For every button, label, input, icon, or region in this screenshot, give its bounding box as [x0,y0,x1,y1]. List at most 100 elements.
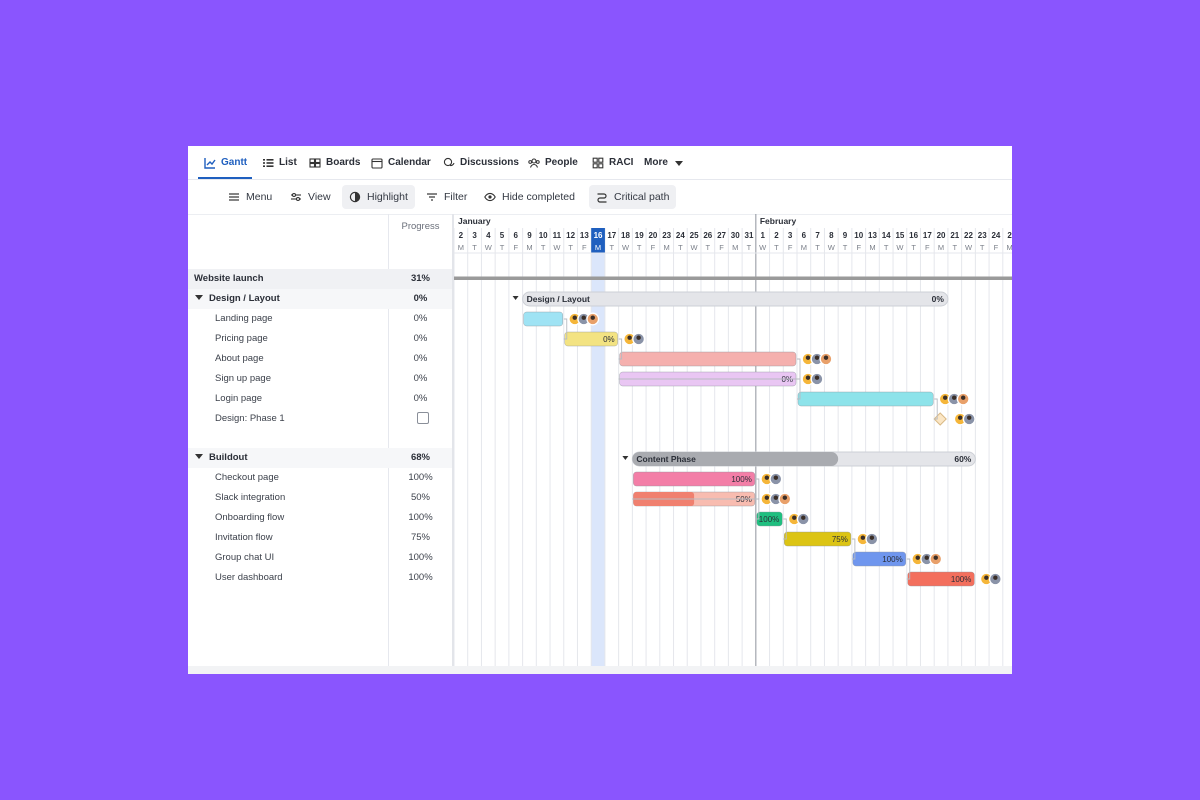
hide-completed-button[interactable]: Hide completed [484,185,575,209]
progress-column [388,214,454,666]
avatar-head [590,315,595,320]
date-tick-label: 3 [472,231,477,240]
critical-path-button[interactable]: Critical path [589,185,677,209]
date-tick-label: 25 [690,231,699,240]
group-summary-bar [522,291,949,307]
tab-list[interactable]: List [262,146,297,179]
group-row[interactable]: Design / Layout 0% [188,289,453,309]
date-tick-label: 8 [829,231,834,240]
date-tick-label: 6 [514,231,519,240]
date-tick-label: 12 [566,231,575,240]
pane-divider[interactable] [452,214,454,666]
tab-gantt[interactable]: Gantt [204,146,247,179]
task-row[interactable]: Sign up page 0% [188,369,453,389]
task-progress: 0% [413,293,428,304]
task-name: Buildout [209,452,248,463]
task-row[interactable]: Login page 0% [188,389,453,409]
date-tick-label: 2 [774,231,779,240]
milestone-checkbox[interactable] [417,412,429,424]
date-tick-label: 9 [527,231,532,240]
weekday-tick-label: M [664,243,670,252]
task-progress: 0% [413,333,428,344]
date-tick-label: 16 [909,231,918,240]
critical-path-label: Critical path [614,191,670,203]
weekday-tick-label: M [938,243,944,252]
weekday-tick-label: T [980,243,985,252]
weekday-tick-label: W [553,243,561,252]
task-row[interactable]: Group chat UI 100% [188,548,453,568]
task-row[interactable]: Landing page 0% [188,309,453,329]
dependency-line [797,378,801,400]
month-label: January [458,216,491,226]
task-list: Website launch 31% Design / Layout 0% La… [188,214,453,666]
calendar-icon [371,157,383,169]
task-name: Login page [215,393,263,404]
weekday-tick-label: T [541,243,546,252]
tab-boards[interactable]: Boards [309,146,360,179]
tab-people[interactable]: People [528,146,578,179]
tab-label: Gantt [221,157,248,168]
eye-icon [484,192,496,202]
project-row[interactable]: Website launch 31% [188,269,453,289]
weekday-tick-label: F [925,243,930,252]
gantt-chart[interactable]: January February2M3T4W5T6F9M10T11W12T13F1… [454,214,1012,666]
task-progress: 50% [410,492,430,503]
filter-button[interactable]: Filter [426,185,467,209]
group-row[interactable]: Buildout 68% [188,448,453,468]
task-row[interactable]: Design: Phase 1 [188,409,453,429]
task-progress: 0% [413,393,428,404]
dependency-line [618,338,623,360]
tab-calendar[interactable]: Calendar [371,146,431,179]
avatar-head [961,395,966,400]
collapse-caret-icon[interactable] [195,295,203,300]
task-row[interactable]: User dashboard 100% [188,568,453,588]
progress-column-header: Progress [401,221,440,232]
date-tick-label: 24 [991,231,1000,240]
task-bar-progress: 100% [882,555,902,564]
group-bar-progress: 0% [932,294,945,304]
date-tick-label: 10 [854,231,863,240]
date-tick-label: 23 [978,231,987,240]
group-bar-label: Content Phase [636,454,696,464]
collapse-caret-icon[interactable] [195,454,203,459]
menu-button[interactable]: Menu [228,185,272,209]
avatar-head [814,355,820,360]
view-button[interactable]: View [290,185,331,209]
task-bar-progress: 0% [781,375,793,384]
task-row[interactable]: Pricing page 0% [188,329,453,349]
avatar-head [952,395,957,400]
task-progress: 31% [410,273,430,284]
avatar-head [773,495,779,500]
avatar-head [993,575,998,580]
task-row[interactable]: Onboarding flow 100% [188,508,453,528]
weekday-tick-label: W [622,243,630,252]
task-row[interactable]: Checkout page 100% [188,468,453,488]
tab-discussions[interactable]: Discussions [443,146,519,179]
task-row[interactable]: Slack integration 50% [188,488,453,508]
tab-more[interactable]: More [644,146,685,179]
task-name: Design: Phase 1 [215,413,285,424]
tab-raci[interactable]: RACI [592,146,633,179]
avatar-head [805,375,811,380]
weekday-tick-label: M [526,243,532,252]
avatar-head [782,495,788,500]
weekday-tick-label: F [719,243,724,252]
weekday-tick-label: T [637,243,642,252]
date-tick-label: 14 [882,231,891,240]
tab-label: Calendar [388,157,431,168]
weekday-tick-label: W [965,243,973,252]
tab-label: Boards [326,157,361,168]
task-bar-progress: 100% [731,475,751,484]
tab-label: Discussions [460,157,519,168]
task-row[interactable]: Invitation flow 75% [188,528,453,548]
weekday-tick-label: W [691,243,699,252]
highlight-button[interactable]: Highlight [342,185,415,209]
date-tick-label: 13 [868,231,877,240]
date-tick-label: 13 [580,231,589,240]
weekday-tick-label: F [788,243,793,252]
task-row[interactable]: About page 0% [188,349,453,369]
date-tick-label: 31 [745,231,754,240]
dependency-line [618,358,801,380]
task-name: User dashboard [215,572,283,583]
date-tick-label: 22 [964,231,973,240]
